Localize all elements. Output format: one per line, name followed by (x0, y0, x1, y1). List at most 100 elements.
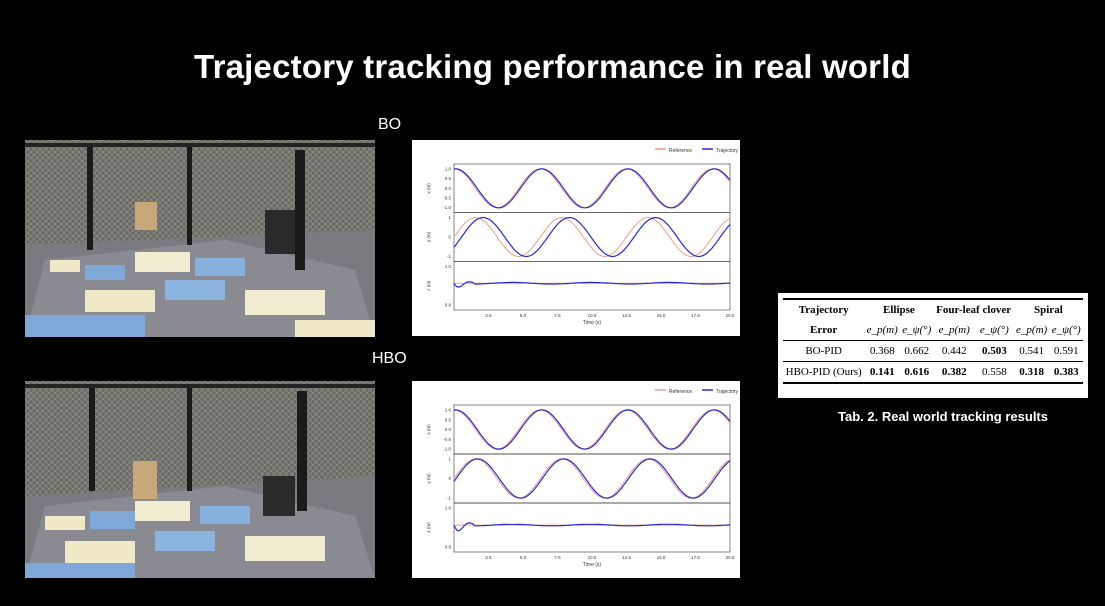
ytick-label: 0.5 (445, 176, 452, 181)
slide-title: Trajectory tracking performance in real … (194, 48, 911, 85)
cell: 0.591 (1049, 340, 1083, 362)
table-caption: Tab. 2. Real world tracking results (838, 409, 1048, 424)
ytick-label: -1.0 (443, 447, 451, 452)
xtick-label: 20.0 (726, 313, 735, 318)
xtick-label: 12.5 (622, 313, 631, 318)
ytick-label: 0 (448, 476, 451, 481)
axis-ylabel: x (m) (426, 424, 431, 435)
trajectory-line (453, 216, 731, 258)
ytick-label: 1.0 (445, 408, 452, 413)
subheader: e_p(m) (866, 324, 898, 336)
legend-label-trajectory: Trajectory (716, 148, 739, 154)
ytick-label: 1.0 (445, 506, 452, 511)
trajectory-line (453, 168, 731, 209)
xtick-label: 2.5 (485, 555, 492, 560)
hbo-lab-photo (25, 381, 375, 578)
axis-ylabel: z (m) (426, 280, 431, 291)
cell: 0.662 (900, 340, 934, 362)
subheader: e_p(m) (1016, 324, 1048, 336)
cell: 0.141 (864, 361, 901, 384)
ytick-label: -0.5 (443, 196, 451, 201)
hbo-label: HBO (372, 350, 407, 367)
bo-tracking-plot: Reference Trajectory x (m) 1.0 0.5 0.0 -0.5 -1.… (412, 140, 740, 336)
ytick-label: 0.0 (445, 186, 452, 191)
cell: 0.383 (1049, 361, 1083, 384)
bo-lab-photo (25, 140, 375, 337)
ytick-label: 1 (448, 457, 451, 462)
xtick-label: 10.0 (588, 555, 597, 560)
ytick-label: 0.8 (445, 545, 452, 550)
plot-legend: Reference Trajectory (655, 389, 739, 395)
subplot-frame (453, 212, 731, 262)
ytick-label: 0.0 (445, 427, 452, 432)
reference-line (453, 458, 731, 499)
ytick-label: -0.5 (443, 437, 451, 442)
xtick-label: 7.5 (554, 555, 561, 560)
subheader-error: Error (810, 324, 838, 336)
axis-xlabel: Time (s) (583, 562, 601, 568)
header-trajectory: Trajectory (783, 298, 865, 320)
reference-line (453, 409, 731, 450)
hbo-tracking-plot: Reference Trajectory x (m) 1.0 0.5 0.0 -0.5 -1.… (412, 381, 740, 578)
bo-label: BO (378, 116, 402, 133)
trajectory-line (453, 458, 731, 499)
header-ellipse: Ellipse (864, 298, 934, 320)
axis-ylabel: z (m) (426, 522, 431, 533)
plot-legend: Reference Trajectory (655, 148, 739, 154)
subheader: e_p(m) (938, 324, 970, 336)
xtick-label: 5.0 (520, 555, 527, 560)
cell: 0.558 (974, 361, 1014, 384)
ytick-label: 1.0 (445, 167, 452, 172)
header-spiral: Spiral (1013, 298, 1083, 320)
results-table-container: Trajectory Ellipse Four-leaf clover Spir… (778, 293, 1088, 398)
cell: 0.442 (933, 340, 975, 362)
ytick-label: 0.5 (445, 417, 452, 422)
xtick-label: 2.5 (485, 313, 492, 318)
subheader: e_ψ(°) (1051, 324, 1081, 336)
subplot-frame (453, 502, 731, 553)
trajectory-line (453, 409, 731, 450)
xtick-label: 12.5 (622, 555, 631, 560)
header-clover: Four-leaf clover (933, 298, 1014, 320)
results-table: Trajectory Ellipse Four-leaf clover Spir… (783, 298, 1083, 384)
legend-label-reference: Reference (669, 148, 692, 154)
cell: 0.368 (864, 340, 901, 362)
cell: 0.382 (933, 361, 975, 384)
table-row: BO-PID 0.368 0.662 0.442 0.503 0.541 0.5… (783, 340, 1083, 362)
xtick-label: 17.5 (691, 313, 700, 318)
cell: 0.541 (1013, 340, 1050, 362)
ytick-label: -1 (447, 496, 451, 501)
cell: 0.318 (1013, 361, 1050, 384)
table-row: HBO-PID (Ours) 0.141 0.616 0.382 0.558 0… (783, 361, 1083, 384)
subplot-frame (453, 261, 731, 311)
xtick-label: 7.5 (554, 313, 561, 318)
legend-label-reference: Reference (669, 389, 692, 395)
subplot-frame (453, 453, 731, 504)
trajectory-line (453, 281, 730, 288)
xtick-label: 20.0 (726, 555, 735, 560)
row-name: HBO-PID (Ours) (783, 361, 865, 384)
subheader: e_ψ(°) (902, 324, 932, 336)
axis-ylabel: x (m) (426, 183, 431, 194)
subheader: e_ψ(°) (979, 324, 1009, 336)
legend-label-trajectory: Trajectory (716, 389, 739, 395)
trajectory-line (453, 522, 731, 532)
reference-line (453, 216, 731, 258)
xtick-label: 10.0 (588, 313, 597, 318)
ytick-label: 1.0 (445, 264, 452, 269)
xtick-label: 15.0 (657, 313, 666, 318)
ytick-label: 0 (448, 235, 451, 240)
cell: 0.616 (900, 361, 934, 384)
axis-ylabel: y (m) (426, 231, 431, 242)
reference-line (453, 168, 731, 209)
cell: 0.503 (974, 340, 1014, 362)
xtick-label: 5.0 (520, 313, 527, 318)
xtick-label: 15.0 (657, 555, 666, 560)
ytick-label: 0.8 (445, 303, 452, 308)
ytick-label: 1 (448, 215, 451, 220)
xtick-label: 17.5 (691, 555, 700, 560)
ytick-label: -1 (447, 254, 451, 259)
axis-ylabel: y (m) (426, 473, 431, 484)
axis-xlabel: Time (s) (583, 320, 601, 326)
ytick-label: -1.0 (443, 205, 451, 210)
